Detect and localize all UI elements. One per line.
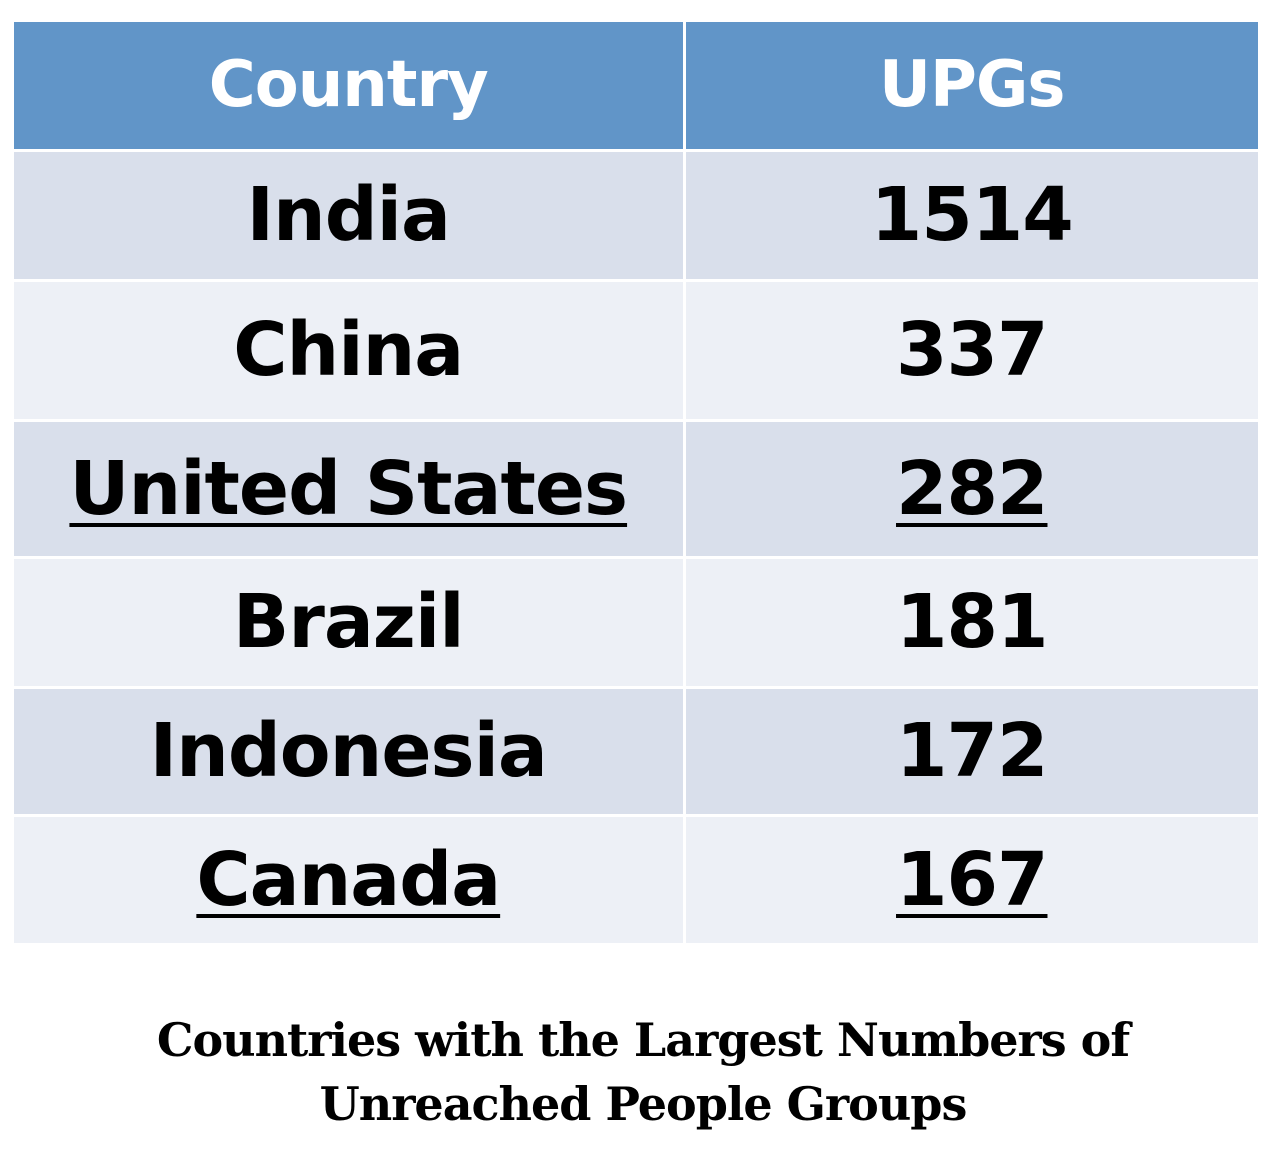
column-header-country: Country xyxy=(14,22,684,150)
country-cell: China xyxy=(14,280,684,420)
upg-table: Country UPGs India 1514 China 337 United… xyxy=(14,22,1258,943)
upg-table-container: Country UPGs India 1514 China 337 United… xyxy=(14,22,1258,943)
country-cell: United States xyxy=(14,420,684,557)
upgs-value: 172 xyxy=(896,708,1048,794)
caption-line-1: Countries with the Largest Numbers of xyxy=(156,1013,1130,1067)
country-name: United States xyxy=(69,445,628,532)
table-row: China 337 xyxy=(14,280,1258,420)
upgs-value: 282 xyxy=(896,445,1048,532)
upgs-cell: 337 xyxy=(682,280,1258,420)
caption-line-2: Unreached People Groups xyxy=(319,1077,968,1131)
country-cell: Brazil xyxy=(14,557,684,687)
upgs-value: 181 xyxy=(896,579,1048,665)
table-row: India 1514 xyxy=(14,150,1258,280)
country-cell: Canada xyxy=(14,815,684,943)
upgs-value: 1514 xyxy=(870,172,1074,258)
column-header-upgs: UPGs xyxy=(682,22,1258,150)
country-name: China xyxy=(233,307,464,393)
upgs-value: 167 xyxy=(896,836,1048,923)
upgs-value: 337 xyxy=(896,307,1048,393)
table-caption: Countries with the Largest Numbers of Un… xyxy=(0,1008,1286,1136)
upgs-cell: 1514 xyxy=(682,150,1258,280)
country-name: Brazil xyxy=(232,579,465,665)
upgs-cell: 167 xyxy=(682,815,1258,943)
country-cell: Indonesia xyxy=(14,687,684,815)
upgs-cell: 181 xyxy=(682,557,1258,687)
table-row: Indonesia 172 xyxy=(14,687,1258,815)
table-row: Canada 167 xyxy=(14,815,1258,943)
country-name: Indonesia xyxy=(149,708,548,794)
upgs-cell: 172 xyxy=(682,687,1258,815)
table-header-row: Country UPGs xyxy=(14,22,1258,150)
country-name: Canada xyxy=(196,836,501,923)
table-row: Brazil 181 xyxy=(14,557,1258,687)
country-name: India xyxy=(246,172,451,258)
upgs-cell: 282 xyxy=(682,420,1258,557)
table-row: United States 282 xyxy=(14,420,1258,557)
country-cell: India xyxy=(14,150,684,280)
